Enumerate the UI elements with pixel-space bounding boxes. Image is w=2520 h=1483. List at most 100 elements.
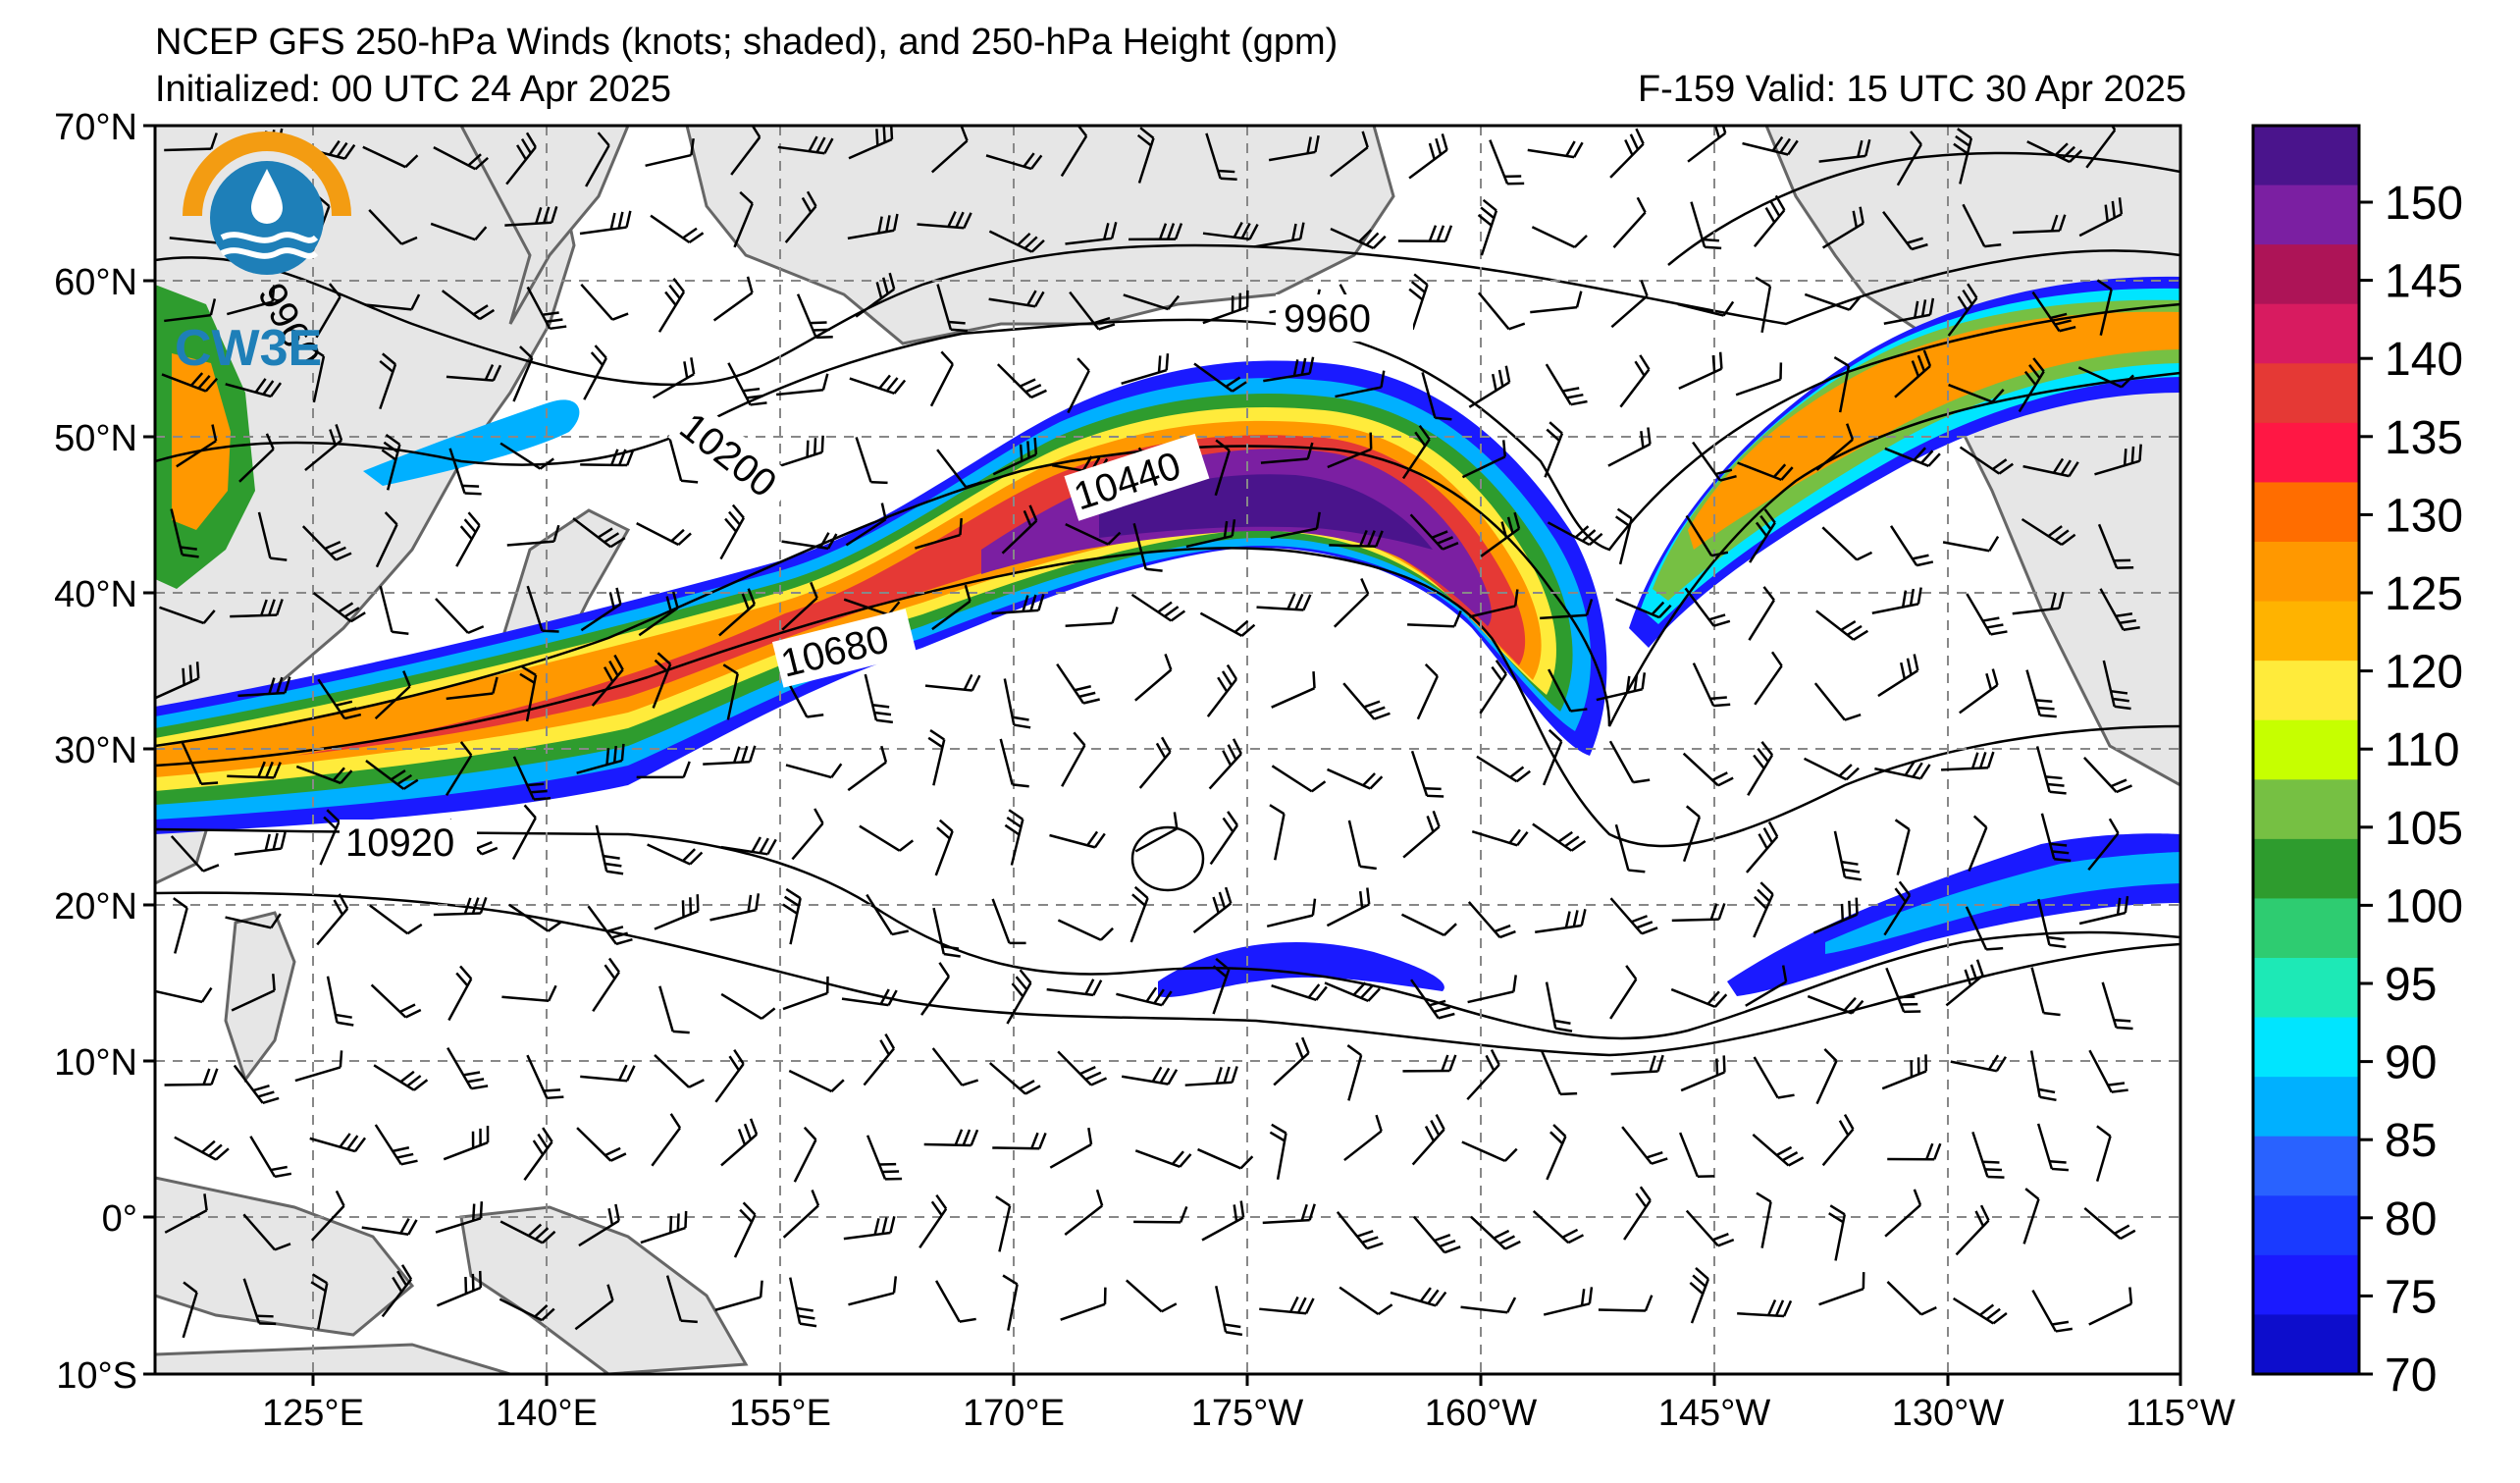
- wind-barb: [1596, 672, 1647, 702]
- wind-barb: [1410, 979, 1455, 1020]
- wind-barb: [580, 283, 629, 321]
- colorbar-swatch: [2253, 1017, 2359, 1078]
- wind-barb: [712, 276, 754, 322]
- wind-barb: [170, 835, 220, 873]
- colorbar-swatch: [2253, 1136, 2359, 1196]
- wind-barb: [2031, 291, 2076, 333]
- wind-barb: [1531, 226, 1588, 248]
- wind-barb: [512, 345, 534, 402]
- colorbar-swatch: [2253, 838, 2359, 899]
- wind-barb: [1833, 355, 1851, 413]
- wind-barb: [992, 1132, 1047, 1150]
- wind-barb: [848, 126, 894, 160]
- wind-barb: [1821, 206, 1864, 249]
- wind-barb: [161, 372, 219, 393]
- wind-barb: [1546, 1124, 1567, 1181]
- wind-barb: [1968, 815, 1988, 873]
- wind-barb: [1609, 897, 1658, 935]
- wind-barb: [2101, 981, 2133, 1031]
- wind-barb: [1205, 132, 1237, 181]
- wind-barb: [1327, 768, 1384, 790]
- wind-barb: [2030, 967, 2061, 1017]
- wind-barb: [654, 894, 700, 930]
- wind-barb: [1545, 981, 1573, 1033]
- wind-barb: [1612, 196, 1647, 248]
- wind-barb: [789, 1277, 817, 1328]
- wind-barb: [1061, 731, 1086, 787]
- wind-barb: [1136, 127, 1155, 184]
- wind-barb: [654, 1054, 705, 1088]
- wind-barb: [841, 988, 898, 1007]
- wind-barb: [1609, 128, 1645, 179]
- wind-barb: [2085, 126, 2117, 169]
- wind-barb: [576, 743, 625, 774]
- colorbar-label: 90: [2385, 1037, 2437, 1089]
- wind-barb: [595, 824, 624, 875]
- wind-barb: [1129, 223, 1183, 241]
- wind-barb: [782, 887, 802, 945]
- wind-barb: [1884, 1189, 1922, 1238]
- wind-barb: [1184, 1066, 1238, 1086]
- wind-barb: [1682, 805, 1702, 863]
- wind-barb: [1749, 508, 1776, 563]
- wind-barb: [988, 230, 1045, 253]
- wind-barb: [585, 132, 610, 187]
- wind-barb: [1470, 1215, 1521, 1250]
- wind-barb: [720, 1118, 759, 1167]
- colorbar-swatch: [2253, 1195, 2359, 1256]
- lon-label: 130°W: [1892, 1393, 2005, 1434]
- wind-barb: [155, 986, 213, 1004]
- label-10920: 10920: [345, 821, 454, 865]
- wind-barb: [1467, 901, 1516, 939]
- wind-barb: [1134, 1149, 1192, 1169]
- wind-barb: [526, 286, 567, 331]
- wind-barb: [936, 449, 982, 489]
- wind-barb: [1202, 290, 1249, 325]
- wind-barb: [1896, 131, 1922, 186]
- wind-barb: [1950, 1054, 2007, 1073]
- colorbar-label: 75: [2385, 1271, 2437, 1323]
- wind-barb: [985, 152, 1043, 171]
- wind-barb: [652, 652, 672, 709]
- wind-barb: [572, 517, 626, 549]
- colorbar-swatch: [2253, 779, 2359, 840]
- wind-barb: [855, 437, 888, 485]
- wind-barb: [242, 1213, 291, 1251]
- wind-barb: [1813, 682, 1862, 721]
- wind-barb: [1402, 1054, 1457, 1073]
- wind-barb: [1753, 881, 1774, 938]
- wind-barb: [249, 1136, 292, 1179]
- wind-barb: [1598, 1295, 1654, 1312]
- wind-barb: [1208, 738, 1242, 790]
- wind-barb: [1326, 887, 1371, 927]
- wind-barb: [234, 831, 287, 856]
- wind-barb: [374, 670, 411, 720]
- wind-barb: [1619, 354, 1651, 408]
- cw3e-logo: CW3E: [175, 132, 351, 377]
- wind-barb: [430, 222, 488, 241]
- wind-barb: [1273, 1036, 1310, 1086]
- wind-barb: [781, 581, 818, 631]
- wind-barb: [864, 673, 894, 724]
- wind-barb: [1412, 1215, 1461, 1254]
- new-guinea: [459, 1205, 749, 1374]
- wind-barb: [319, 809, 341, 866]
- wind-barb: [2083, 1207, 2136, 1241]
- colorbar-label: 125: [2385, 568, 2463, 620]
- wind-barb: [176, 424, 218, 468]
- wind-barb: [1065, 522, 1122, 546]
- wind-barb: [580, 587, 622, 632]
- wind-barb: [791, 808, 824, 861]
- wind-barb: [374, 1124, 418, 1166]
- lat-labels: 70°N 60°N 50°N 40°N 30°N 20°N 10°N 0° 10…: [54, 107, 137, 1397]
- wind-barb: [1965, 906, 2004, 951]
- wind-barb: [1260, 442, 1314, 464]
- wind-barb: [1678, 351, 1723, 391]
- wind-barb: [1883, 297, 1935, 325]
- wind-barb: [1610, 280, 1649, 329]
- colorbar-swatch: [2253, 958, 2359, 1019]
- wind-barb: [722, 663, 739, 720]
- wind-barb: [1948, 383, 2005, 403]
- wind-barb: [931, 1047, 979, 1086]
- wind-barb: [714, 1049, 745, 1103]
